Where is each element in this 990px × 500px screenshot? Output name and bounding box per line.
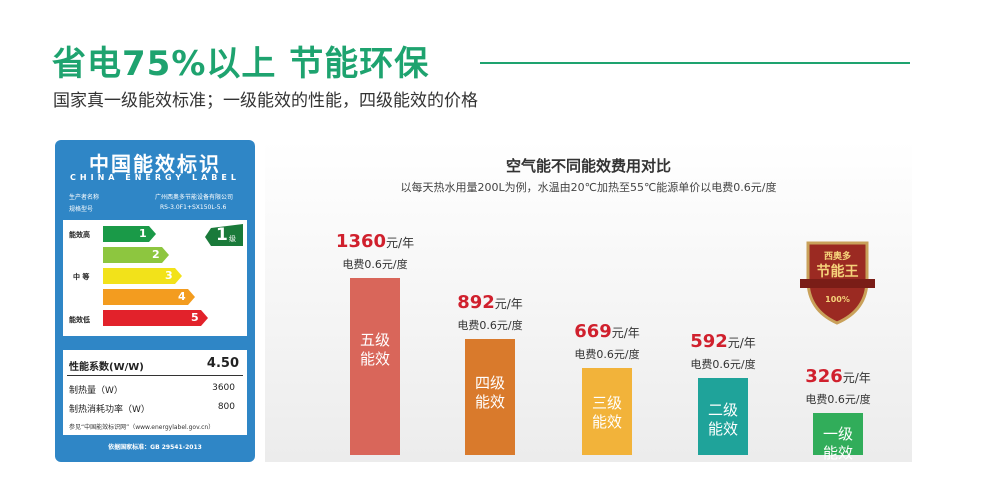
level: 能效低 — [69, 316, 90, 324]
value-label: 669元/年 — [547, 321, 667, 342]
unit: 元/年 — [842, 370, 871, 385]
bar: 五级能效 — [350, 278, 400, 455]
unit: 元/年 — [611, 325, 640, 340]
category: 二级能效 — [707, 401, 738, 439]
price-note: 电费0.6元/度 — [574, 347, 640, 361]
title-rule — [480, 62, 910, 64]
bar-label: 一级能效 — [813, 425, 863, 463]
badge-shape — [800, 241, 875, 325]
value-label: 592元/年 — [663, 331, 783, 352]
level: 能效高 — [69, 231, 90, 239]
grade: 1 — [139, 227, 147, 240]
grade-panel: 能效高 中 等 能效低 1 2 3 4 5 1 级 — [63, 220, 247, 336]
bar-label: 二级能效 — [698, 401, 748, 439]
cop-key: 性能系数(W/W) — [69, 362, 144, 373]
badge-brand: 西奥多 — [823, 252, 851, 262]
grade-arrows — [103, 224, 243, 326]
badge-name: 节能王 — [816, 264, 859, 280]
value: 669 — [574, 320, 612, 342]
grade: 4 — [178, 290, 186, 303]
value: 1360 — [335, 231, 387, 252]
price-note: 电费0.6元/度 — [457, 318, 523, 332]
power-key: 制热消耗功率（W） — [69, 405, 150, 415]
category: 三级能效 — [591, 394, 622, 432]
bar: 一级能效 — [813, 412, 863, 462]
ref: 参见“中国能效标识网”（www.energylabel.gov.cn） — [69, 424, 215, 431]
value: 892 — [457, 291, 495, 313]
maker: 广州西奥多节能设备有限公司 — [155, 194, 234, 201]
bar: 四级能效 — [465, 338, 515, 455]
category: 四级能效 — [474, 373, 505, 411]
model-key: 规格型号 — [69, 206, 94, 213]
bar-label: 四级能效 — [465, 374, 515, 412]
standard: 依据国家标准：GB 29541-2013 — [108, 444, 202, 451]
label-title-en: CHINA ENERGY LABEL — [70, 173, 240, 182]
chart-subtitle: 以每天热水用量200L为例，水温由20℃加热至55℃能源单价以电费0.6元/度 — [400, 181, 777, 194]
value-label: 1360元/年 — [315, 231, 435, 252]
unit: 元/年 — [386, 236, 415, 250]
value: 592 — [690, 330, 728, 352]
heat: 3600 — [212, 383, 235, 393]
value-label: 892元/年 — [430, 292, 550, 313]
badge-percent: 100% — [825, 295, 850, 304]
rating-unit: 级 — [229, 235, 236, 243]
page-subtitle: 国家真一级能效标准；一级能效的性能，四级能效的价格 — [53, 91, 478, 111]
chart: 空气能不同能效费用对比 以每天热水用量200L为例，水温由20℃加热至55℃能源… — [265, 140, 912, 462]
grade: 5 — [191, 311, 199, 324]
unit: 元/年 — [494, 296, 523, 311]
chart-title: 空气能不同能效费用对比 — [505, 157, 671, 175]
price-note: 电费0.6元/度 — [805, 392, 871, 406]
category: 一级能效 — [822, 425, 853, 463]
category: 五级能效 — [359, 331, 390, 369]
bar-label: 五级能效 — [350, 331, 400, 369]
model: RS-3.0F1+SX150L-5.6 — [160, 204, 227, 211]
bar-label: 三级能效 — [582, 394, 632, 432]
grade: 2 — [152, 248, 160, 261]
maker-key: 生产者名称 — [69, 194, 100, 201]
badge: 西奥多 节能王 100% — [800, 235, 875, 325]
price-note: 电费0.6元/度 — [342, 258, 408, 271]
value-label: 326元/年 — [778, 366, 898, 387]
power: 800 — [217, 402, 235, 412]
bar: 二级能效 — [698, 377, 748, 455]
grade: 3 — [165, 269, 173, 282]
cop: 4.50 — [206, 356, 239, 371]
unit: 元/年 — [727, 335, 756, 350]
rating: 1 — [216, 225, 228, 245]
label-title: 中国能效标识 — [89, 152, 221, 176]
page-title: 省电75%以上 节能环保 — [52, 44, 430, 84]
value: 326 — [805, 365, 843, 387]
bar: 三级能效 — [582, 367, 632, 455]
level: 中 等 — [73, 273, 90, 281]
price-note: 电费0.6元/度 — [690, 357, 756, 371]
spec-panel: 性能系数(W/W) 4.50 制热量（W） 3600 制热消耗功率（W） 800… — [63, 350, 247, 435]
heat-key: 制热量（W） — [69, 386, 123, 396]
energy-label: 中国能效标识 CHINA ENERGY LABEL 生产者名称 广州西奥多节能设… — [55, 140, 255, 462]
